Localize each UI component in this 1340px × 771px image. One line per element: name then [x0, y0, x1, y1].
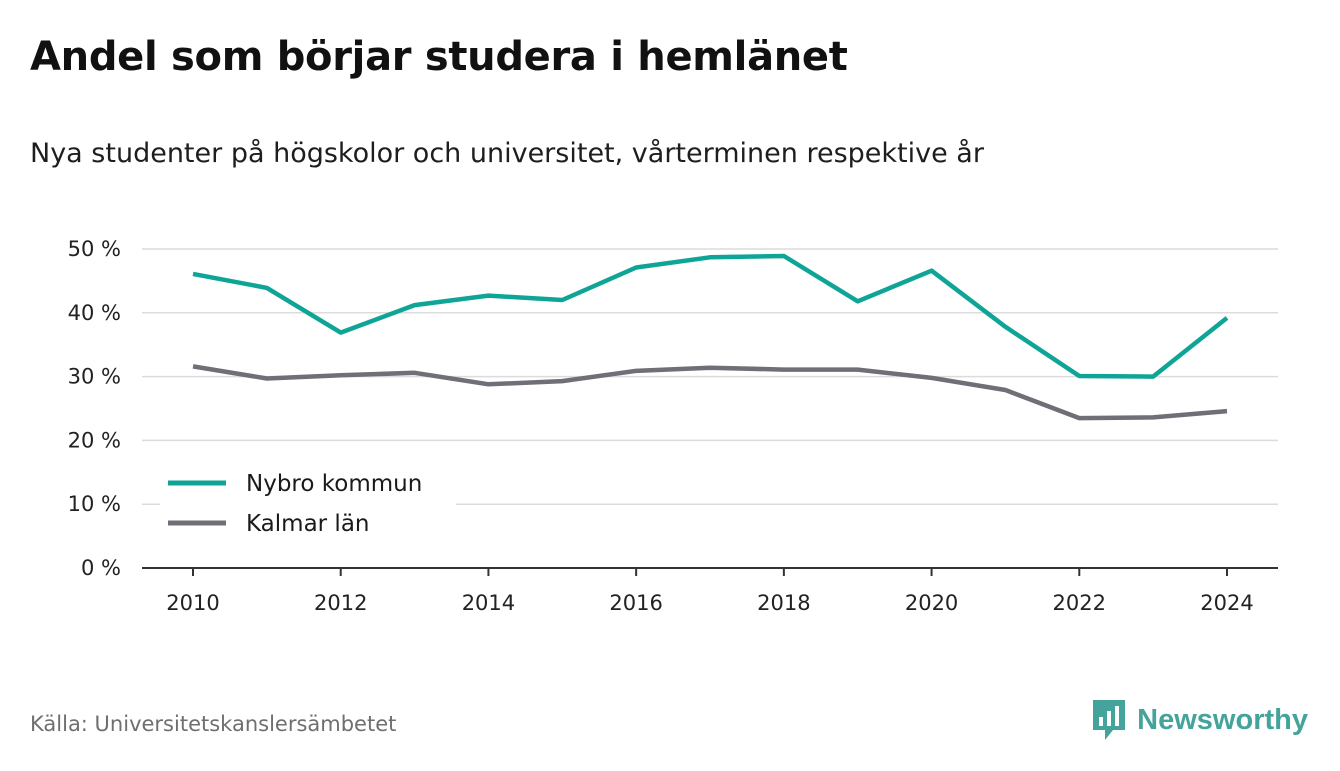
x-tick-label: 2014: [462, 591, 515, 615]
x-tick-label: 2018: [757, 591, 810, 615]
x-tick-label: 2012: [314, 591, 367, 615]
x-tick-label: 2016: [609, 591, 662, 615]
x-tick-label: 2020: [905, 591, 958, 615]
y-tick-label: 20 %: [68, 428, 121, 452]
chart-title: Andel som börjar studera i hemlänet: [30, 34, 848, 80]
chart-series: [192, 253, 1229, 421]
newsworthy-logo-icon: [1093, 700, 1126, 740]
x-tick-label: 2022: [1053, 591, 1106, 615]
x-tick-label: 2024: [1200, 591, 1253, 615]
chart-subtitle: Nya studenter på högskolor och universit…: [30, 138, 984, 169]
legend-label: Kalmar län: [246, 511, 370, 537]
x-axis: 2010 2012 2014 2016 2018 2020 2022 2024: [142, 567, 1278, 615]
legend-background: [160, 462, 456, 548]
series-line-nybro-kommun: [192, 253, 1229, 379]
y-tick-label: 10 %: [68, 492, 121, 516]
x-tick-label: 2010: [166, 591, 219, 615]
y-axis: 0 % 10 % 20 % 30 % 40 % 50 %: [68, 237, 121, 580]
y-tick-label: 40 %: [68, 301, 121, 325]
legend-label: Nybro kommun: [246, 471, 422, 497]
y-tick-label: 50 %: [68, 237, 121, 261]
brand-logo: Newsworthy: [1091, 698, 1308, 742]
y-tick-label: 30 %: [68, 365, 121, 389]
series-line-kalmar-l-n: [192, 364, 1228, 421]
line-chart: 0 % 10 % 20 % 30 % 40 % 50 % 2010 2012 2014 2016…: [68, 237, 1278, 615]
y-tick-label: 0 %: [81, 556, 121, 580]
source-note: Källa: Universitetskanslersämbetet: [30, 712, 397, 736]
chart-legend: Nybro kommun Kalmar län: [160, 462, 456, 548]
brand-name: Newsworthy: [1137, 703, 1308, 736]
